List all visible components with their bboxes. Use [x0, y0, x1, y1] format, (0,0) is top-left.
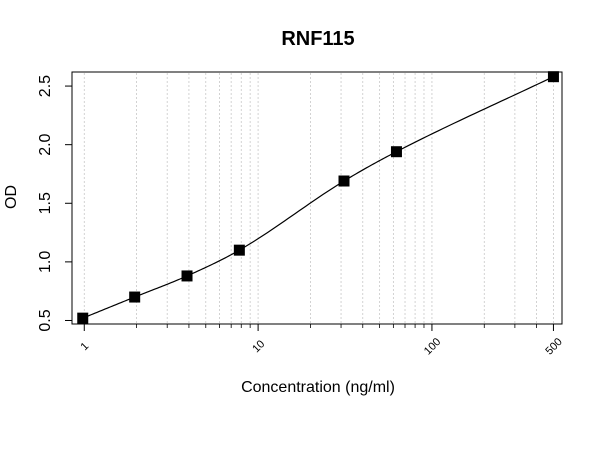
data-points	[77, 71, 559, 324]
x-axis-label: Concentration (ng/ml)	[241, 379, 395, 396]
x-tick-label: 100	[422, 336, 443, 357]
data-point	[338, 175, 350, 187]
fit-curve	[82, 76, 554, 319]
y-axis-label: OD	[3, 185, 20, 209]
x-axis-ticks: 1 10 100 500	[79, 324, 565, 357]
data-point	[390, 146, 402, 158]
data-point	[181, 270, 193, 282]
y-tick-label: 0.5	[37, 309, 54, 331]
y-tick-label: 1.5	[37, 192, 54, 214]
grid-lines	[83, 73, 554, 323]
data-point	[77, 312, 89, 324]
x-tick-label: 10	[250, 338, 267, 355]
x-tick-label: 500	[543, 336, 564, 357]
plot-frame	[71, 71, 563, 325]
data-point	[129, 291, 141, 303]
x-tick-label: 1	[79, 340, 92, 353]
y-tick-label: 1.0	[37, 251, 54, 273]
data-point	[547, 71, 559, 83]
y-axis-ticks: 0.5 1.0 1.5 2.0 2.5	[37, 75, 72, 332]
data-point	[233, 244, 245, 256]
y-tick-label: 2.5	[37, 75, 54, 97]
y-tick-label: 2.0	[37, 133, 54, 155]
chart-title: RNF115	[281, 28, 354, 50]
